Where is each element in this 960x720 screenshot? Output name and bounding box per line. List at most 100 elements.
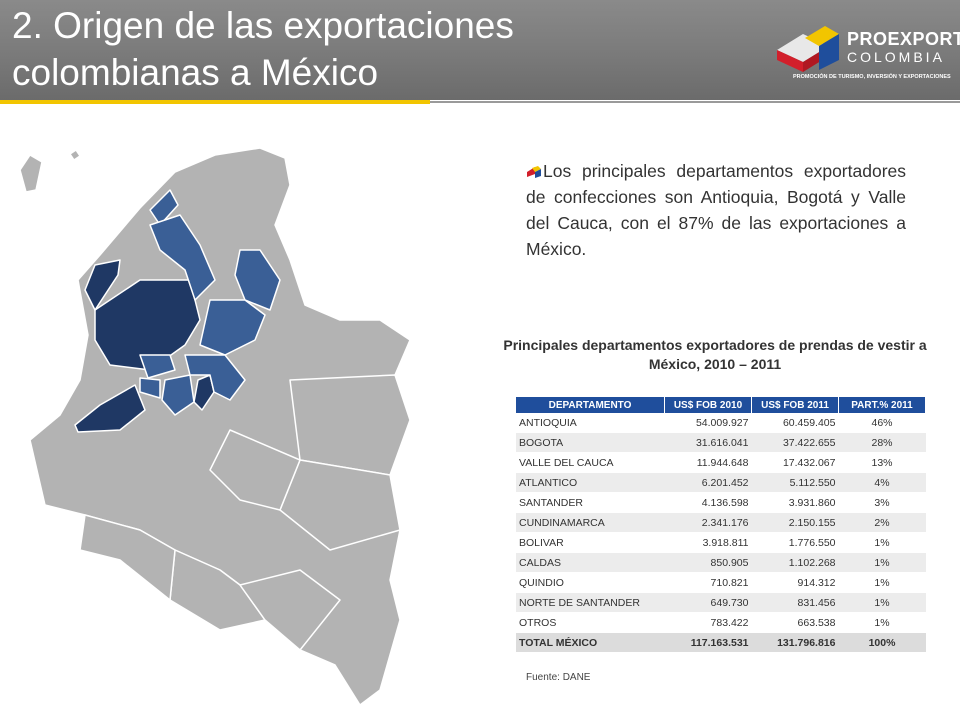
cell-fob-2011: 1.102.268 (751, 552, 839, 573)
exports-table: DEPARTAMENTO US$ FOB 2010 US$ FOB 2011 P… (516, 397, 926, 653)
col-header-fob-2010: US$ FOB 2010 (664, 397, 752, 413)
cell-departamento: ATLANTICO (516, 472, 665, 493)
cell-fob-2010: 3.918.811 (664, 532, 752, 553)
table-row: CALDAS 850.905 1.102.268 1% (516, 552, 926, 573)
cell-fob-2010: 649.730 (664, 592, 752, 613)
map-northwest (84, 259, 121, 311)
map-tolima (161, 374, 195, 416)
table-row: ANTIOQUIA 54.009.927 60.459.405 46% (516, 413, 926, 433)
map-region-south-2 (239, 569, 341, 651)
cell-departamento: CUNDINAMARCA (516, 512, 665, 533)
logo-line2: COLOMBIA (847, 49, 945, 65)
cell-fob-2011: 60.459.405 (751, 413, 839, 433)
table-row: VALLE DEL CAUCA 11.944.648 17.432.067 13… (516, 452, 926, 473)
map-region-southwest (79, 514, 176, 601)
colombia-map (19, 147, 411, 706)
page-title: 2. Origen de las exportaciones colombian… (12, 5, 514, 93)
cell-part: 28% (838, 432, 926, 453)
bullet-text: Los principales departamentos exportador… (526, 161, 906, 259)
cell-fob-2010: 710.821 (664, 572, 752, 593)
map-norte-santander (234, 249, 281, 311)
map-atlantico (149, 189, 179, 226)
table-title: Principales departamentos exportadores d… (503, 337, 927, 372)
cell-total-fob-2011: 131.796.816 (751, 632, 839, 653)
cell-departamento: ANTIOQUIA (516, 413, 665, 433)
table-row: NORTE DE SANTANDER 649.730 831.456 1% (516, 592, 926, 613)
cell-fob-2011: 3.931.860 (751, 492, 839, 513)
cell-fob-2010: 6.201.452 (664, 472, 752, 493)
cell-departamento: QUINDIO (516, 572, 665, 593)
map-cundinamarca (184, 354, 246, 401)
table-row: BOLIVAR 3.918.811 1.776.550 1% (516, 532, 926, 553)
cell-fob-2011: 17.432.067 (751, 452, 839, 473)
cell-part: 46% (838, 413, 926, 433)
map-santander (199, 299, 266, 356)
cell-fob-2010: 2.341.176 (664, 512, 752, 533)
logo-line1: PROEXPORT (847, 29, 960, 49)
col-header-part-2011: PART.% 2011 (838, 397, 926, 413)
cell-part: 1% (838, 532, 926, 553)
cell-part: 1% (838, 612, 926, 633)
cell-departamento: BOGOTA (516, 432, 665, 453)
cell-part: 13% (838, 452, 926, 473)
cell-part: 1% (838, 552, 926, 573)
map-country-base (29, 147, 411, 706)
table-row: SANTANDER 4.136.598 3.931.860 3% (516, 492, 926, 513)
cell-fob-2011: 831.456 (751, 592, 839, 613)
table-row: ATLANTICO 6.201.452 5.112.550 4% (516, 472, 926, 493)
cell-fob-2011: 2.150.155 (751, 512, 839, 533)
cell-total-fob-2010: 117.163.531 (664, 632, 752, 653)
bullet-paragraph: Los principales departamentos exportador… (526, 158, 906, 262)
col-header-departamento: DEPARTAMENTO (516, 397, 665, 413)
cell-fob-2011: 914.312 (751, 572, 839, 593)
cell-departamento: SANTANDER (516, 492, 665, 513)
cell-part: 2% (838, 512, 926, 533)
bullet-flag-icon (527, 166, 541, 179)
header-bar: 2. Origen de las exportaciones colombian… (0, 0, 960, 100)
cell-fob-2011: 37.422.655 (751, 432, 839, 453)
map-islands (19, 154, 43, 193)
table-row: QUINDIO 710.821 914.312 1% (516, 572, 926, 593)
map-region-east (289, 374, 411, 476)
map-valle (74, 384, 146, 433)
table-header-row: DEPARTAMENTO US$ FOB 2010 US$ FOB 2011 P… (516, 397, 926, 413)
cell-departamento: BOLIVAR (516, 532, 665, 553)
table-row: CUNDINAMARCA 2.341.176 2.150.155 2% (516, 512, 926, 533)
cell-part: 1% (838, 572, 926, 593)
cell-fob-2010: 4.136.598 (664, 492, 752, 513)
cell-departamento: OTROS (516, 612, 665, 633)
map-bogota (193, 374, 215, 411)
cell-fob-2010: 850.905 (664, 552, 752, 573)
map-region-mid (209, 429, 301, 511)
proexport-logo-icon (777, 26, 839, 72)
cell-fob-2011: 1.776.550 (751, 532, 839, 553)
cell-fob-2010: 31.616.041 (664, 432, 752, 453)
cell-fob-2010: 11.944.648 (664, 452, 752, 473)
table-row: BOGOTA 31.616.041 37.422.655 28% (516, 432, 926, 453)
map-bolivar (149, 214, 216, 301)
cell-total-part: 100% (838, 632, 926, 653)
map-island-small (69, 149, 81, 161)
yellow-stripe (0, 100, 430, 104)
map-antioquia (94, 279, 201, 371)
cell-part: 3% (838, 492, 926, 513)
source-note: Fuente: DANE (526, 672, 591, 683)
map-quindio (139, 377, 161, 399)
cell-fob-2010: 54.009.927 (664, 413, 752, 433)
cell-departamento: NORTE DE SANTANDER (516, 592, 665, 613)
logo-tagline: PROMOCIÓN DE TURISMO, INVERSIÓN Y EXPORT… (793, 74, 951, 80)
cell-departamento: VALLE DEL CAUCA (516, 452, 665, 473)
cell-departamento: CALDAS (516, 552, 665, 573)
col-header-fob-2011: US$ FOB 2011 (751, 397, 839, 413)
cell-fob-2011: 663.538 (751, 612, 839, 633)
table-total-row: TOTAL MÉXICO 117.163.531 131.796.816 100… (516, 632, 926, 653)
proexport-logo: PROEXPORT COLOMBIA PROMOCIÓN DE TURISMO,… (775, 20, 960, 90)
cell-part: 1% (838, 592, 926, 613)
cell-total-label: TOTAL MÉXICO (516, 632, 665, 653)
table-row: OTROS 783.422 663.538 1% (516, 612, 926, 633)
cell-fob-2010: 783.422 (664, 612, 752, 633)
map-caldas (139, 354, 176, 379)
gray-stripe (430, 101, 960, 103)
cell-fob-2011: 5.112.550 (751, 472, 839, 493)
cell-part: 4% (838, 472, 926, 493)
